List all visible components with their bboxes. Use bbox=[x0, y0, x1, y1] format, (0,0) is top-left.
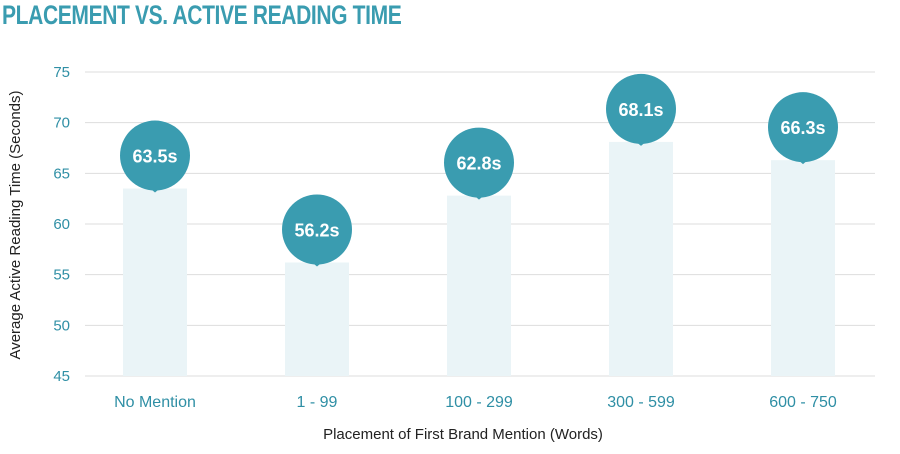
value-marker: 68.1s bbox=[606, 73, 676, 146]
data-label: 62.8s bbox=[456, 154, 501, 174]
y-tick-label: 45 bbox=[53, 368, 70, 385]
y-tick-label: 55 bbox=[53, 267, 70, 284]
x-tick-label: 300 - 599 bbox=[607, 394, 675, 411]
x-tick-labels: No Mention 1 - 99 100 - 299 300 - 599 600 - … bbox=[114, 394, 837, 411]
data-label: 68.1s bbox=[618, 100, 663, 120]
y-tick-label: 50 bbox=[53, 317, 70, 334]
value-marker: 62.8s bbox=[444, 127, 514, 200]
x-tick-label: 1 - 99 bbox=[297, 394, 338, 411]
y-tick-label: 75 bbox=[53, 64, 70, 81]
y-axis-title: Average Active Reading Time (Seconds) bbox=[7, 90, 24, 359]
bar bbox=[609, 141, 673, 376]
y-tick-label: 65 bbox=[53, 165, 70, 182]
value-markers: 63.5s 56.2s 62.8s 68.1s 66.3s bbox=[120, 73, 838, 267]
value-marker: 66.3s bbox=[768, 92, 838, 165]
bar bbox=[285, 262, 349, 376]
data-label: 66.3s bbox=[780, 118, 825, 138]
data-label: 63.5s bbox=[132, 147, 177, 167]
bars bbox=[123, 141, 835, 376]
x-tick-label: No Mention bbox=[114, 394, 196, 411]
y-tick-label: 70 bbox=[53, 115, 70, 132]
x-tick-label: 600 - 750 bbox=[769, 394, 837, 411]
x-axis-title: Placement of First Brand Mention (Words) bbox=[323, 426, 603, 443]
y-tick-labels: 45 50 55 60 65 70 75 bbox=[53, 64, 70, 385]
chart-title: PLACEMENT VS. ACTIVE READING TIME bbox=[2, 0, 402, 30]
y-tick-label: 60 bbox=[53, 216, 70, 233]
bar bbox=[771, 160, 835, 376]
value-marker: 63.5s bbox=[120, 120, 190, 193]
x-tick-label: 100 - 299 bbox=[445, 394, 513, 411]
value-marker: 56.2s bbox=[282, 194, 352, 267]
bar bbox=[447, 195, 511, 376]
data-label: 56.2s bbox=[294, 221, 339, 241]
bar bbox=[123, 188, 187, 376]
